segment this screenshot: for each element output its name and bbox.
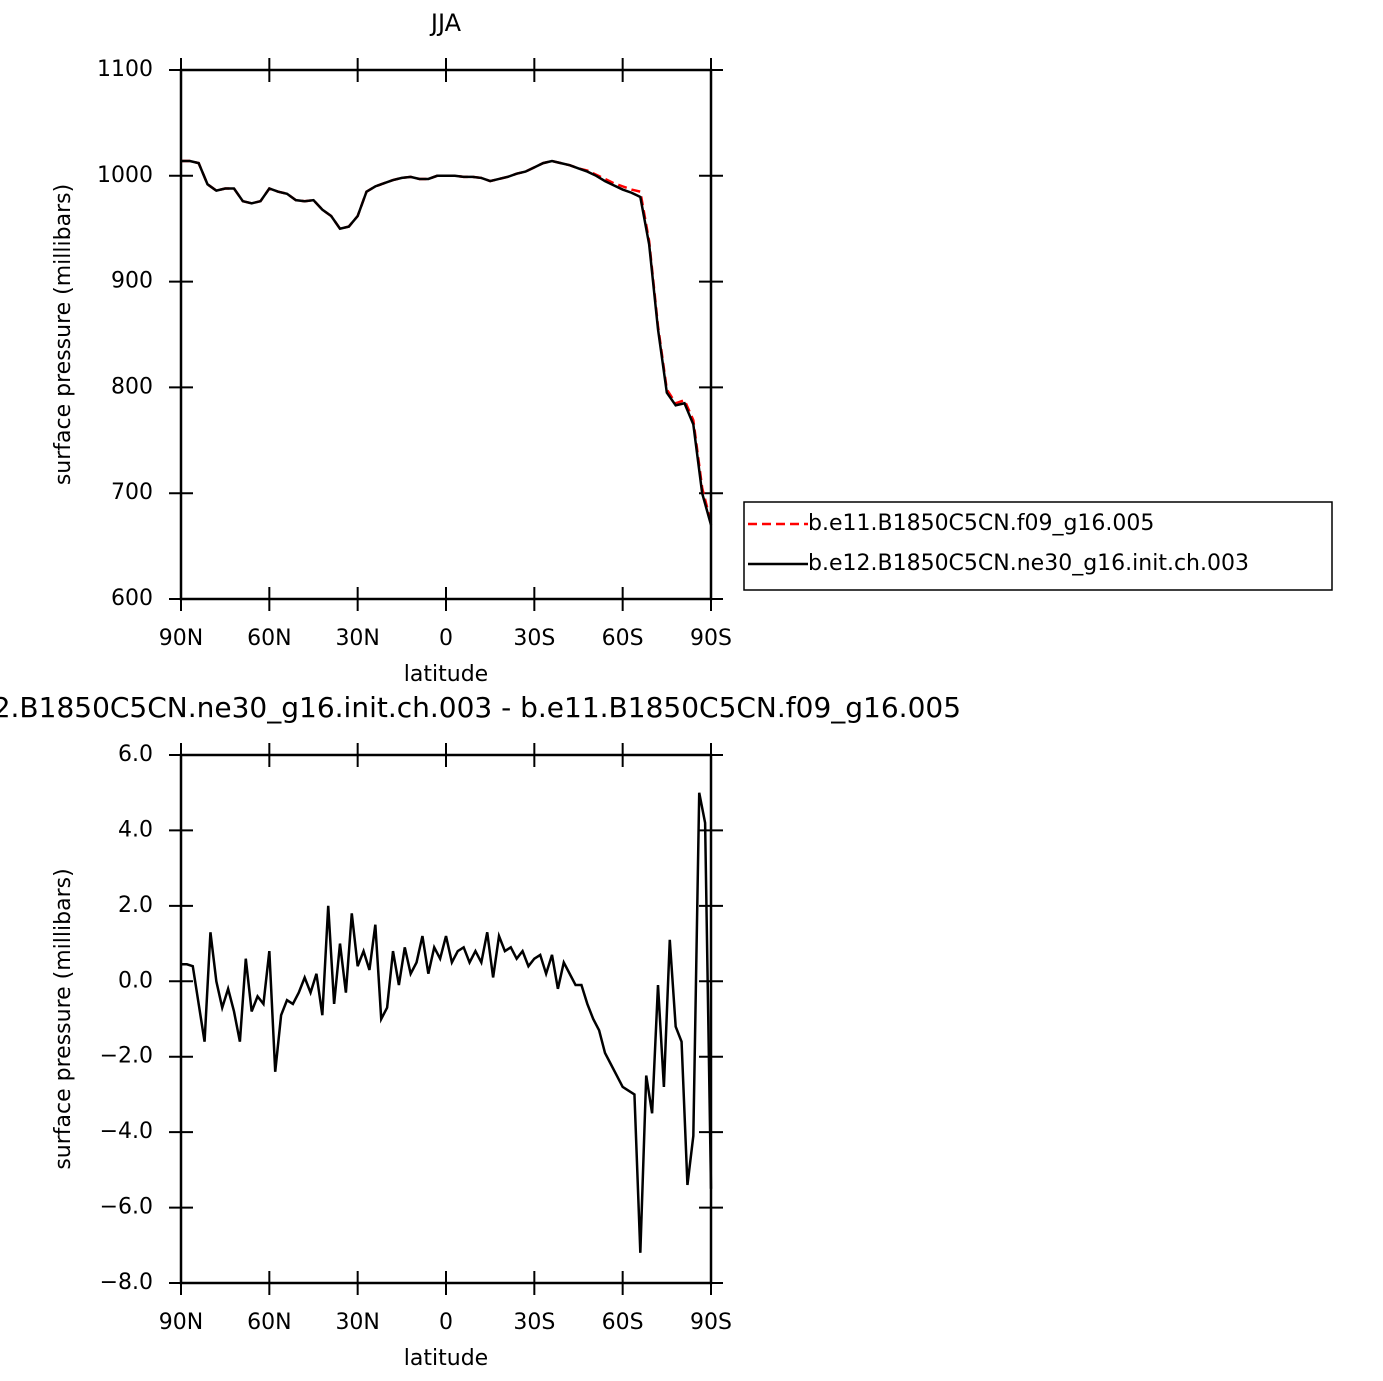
y-tick-label: −8.0 (100, 1270, 153, 1295)
y-tick-label: 700 (111, 480, 153, 505)
x-tick-label: 60S (602, 626, 644, 651)
y-tick-label: −2.0 (100, 1044, 153, 1069)
x-tick-label: 0 (439, 1310, 453, 1335)
x-tick-label: 60N (247, 626, 291, 651)
y-tick-label: −4.0 (100, 1119, 153, 1144)
chart-title: b.e12.B1850C5CN.ne30_g16.init.ch.003 - b… (0, 691, 961, 724)
legend-label: b.e12.B1850C5CN.ne30_g16.init.ch.003 (808, 551, 1249, 576)
x-tick-label: 30N (335, 626, 379, 651)
y-axis-label: surface pressure (millibars) (51, 184, 76, 485)
y-tick-label: −6.0 (100, 1195, 153, 1220)
plot-frame (179, 68, 713, 601)
series-line (181, 159, 713, 524)
y-tick-label: 600 (111, 586, 153, 611)
x-axis-label: latitude (404, 662, 488, 687)
y-tick-label: 2.0 (118, 893, 153, 918)
y-tick-label: 0.0 (118, 968, 153, 993)
y-tick-label: 900 (111, 269, 153, 294)
y-tick-label: 6.0 (118, 742, 153, 767)
legend-label: b.e11.B1850C5CN.f09_g16.005 (808, 511, 1154, 536)
series-line (181, 159, 713, 526)
y-tick-label: 800 (111, 374, 153, 399)
series-line (181, 792, 713, 1253)
plot-frame (179, 753, 713, 1285)
x-tick-label: 60N (247, 1310, 291, 1335)
x-tick-label: 60S (602, 1310, 644, 1335)
y-tick-label: 4.0 (118, 817, 153, 842)
x-tick-label: 0 (439, 626, 453, 651)
x-axis-label: latitude (404, 1346, 488, 1371)
x-tick-label: 90S (690, 1310, 732, 1335)
x-tick-label: 30S (513, 1310, 555, 1335)
x-tick-label: 90S (690, 626, 732, 651)
x-tick-label: 30N (335, 1310, 379, 1335)
x-tick-label: 30S (513, 626, 555, 651)
y-axis-label: surface pressure (millibars) (51, 868, 76, 1169)
y-tick-label: 1100 (97, 57, 153, 82)
chart-title: JJA (429, 9, 462, 37)
y-tick-label: 1000 (97, 163, 153, 188)
legend-box (743, 501, 1333, 591)
x-tick-label: 90N (159, 1310, 203, 1335)
x-tick-label: 90N (159, 626, 203, 651)
